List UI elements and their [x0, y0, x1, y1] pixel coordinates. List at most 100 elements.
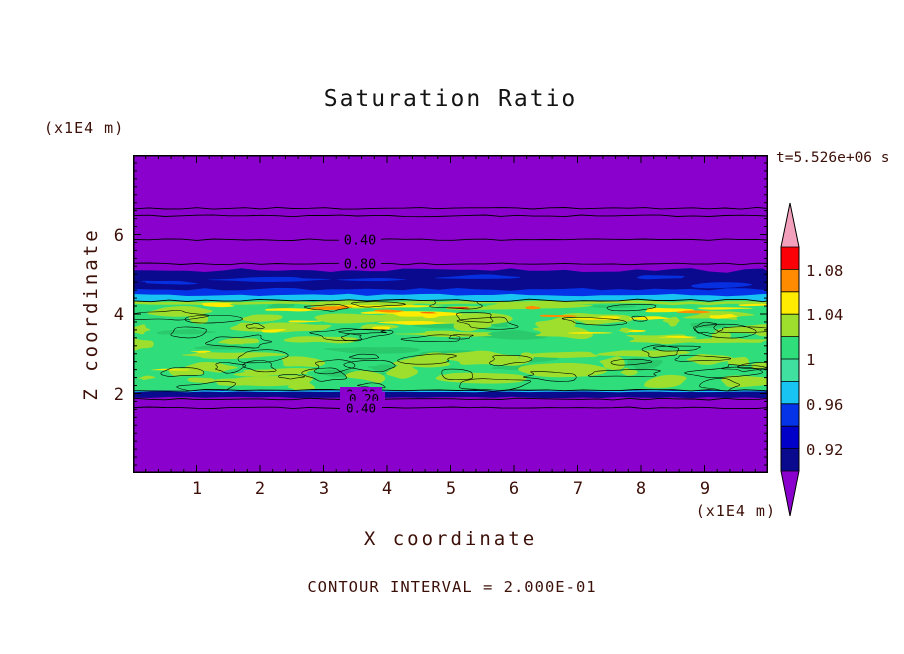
- contour-squiggle: [652, 345, 701, 352]
- colorbar-over-arrow: [781, 203, 799, 247]
- contour-squiggle: [205, 334, 273, 349]
- mottle-blob: [233, 367, 317, 377]
- yellow-streak: [657, 335, 698, 338]
- colorbar-segment: [781, 336, 799, 360]
- contour-squiggle: [441, 368, 473, 380]
- mottle-blob: [187, 377, 215, 383]
- yellow-streak: [697, 307, 754, 310]
- contour-squiggle: [523, 371, 577, 382]
- plot-frame: [133, 155, 768, 473]
- colorbar-segment: [781, 448, 799, 472]
- yellow-streak: [264, 308, 332, 312]
- x-tick-label: 5: [445, 479, 457, 499]
- contour-squiggle: [736, 362, 768, 369]
- green-bottom-contour: [133, 388, 768, 392]
- contour-line: [133, 214, 768, 218]
- contour-squiggle: [351, 301, 406, 308]
- contour-squiggle: [237, 349, 289, 364]
- mottle-blob: [267, 303, 296, 309]
- contour-line: [133, 238, 768, 241]
- mottle-blob: [181, 352, 287, 360]
- z-tick-label: 4: [113, 305, 124, 325]
- mottle-blob: [626, 357, 663, 372]
- yellow-streak: [599, 316, 621, 319]
- yellow-streak: [422, 313, 445, 319]
- contour-squiggle: [215, 362, 247, 374]
- contour-squiggle: [133, 310, 209, 321]
- z-tick-label: 2: [113, 385, 124, 405]
- contour-squiggle: [717, 326, 768, 333]
- yellow-streak: [628, 329, 646, 333]
- orange-streak: [525, 305, 541, 310]
- contour-squiggle: [721, 364, 768, 372]
- contour-label-mask: [339, 256, 381, 271]
- x-tick-label: 8: [635, 479, 647, 499]
- contour-squiggle: [429, 299, 483, 310]
- x-axis-unit-label: (x1E4 m): [695, 502, 776, 520]
- contour-squiggle: [631, 315, 648, 322]
- orange-streak: [676, 310, 711, 314]
- orange-streak: [374, 309, 404, 313]
- mottle-blob: [486, 301, 594, 309]
- colorbar-label: 1.08: [806, 262, 844, 280]
- contour-squiggle: [343, 359, 396, 372]
- contour-squiggle: [448, 334, 474, 340]
- contour-squiggle: [357, 382, 386, 389]
- colorbar-label: 1.04: [806, 306, 844, 324]
- x-tick-label: 7: [572, 479, 584, 499]
- contour-squiggle: [400, 334, 461, 342]
- contour-interval-label: CONTOUR INTERVAL = 2.000E-01: [307, 578, 597, 596]
- mottle-blob: [644, 374, 687, 388]
- x-tick-label: 1: [191, 479, 203, 499]
- contour-squiggle: [313, 359, 356, 375]
- colorbar-segment: [781, 269, 799, 293]
- colorbar-segment: [781, 291, 799, 315]
- mottle-blob: [684, 338, 768, 344]
- yellow-streak: [629, 316, 669, 320]
- mottle-blob: [522, 351, 598, 358]
- orange-streak: [539, 314, 577, 318]
- time-label: t=5.526e+06 s: [776, 150, 890, 166]
- contour-squiggle: [684, 366, 763, 378]
- green-top-contour: [133, 298, 768, 303]
- mottle-blob: [193, 344, 263, 350]
- fringe-line: [133, 300, 768, 306]
- contour-line: [133, 206, 768, 210]
- mottle-blob: [662, 316, 680, 327]
- mottle-blob: [596, 350, 690, 357]
- mottle-blob: [435, 372, 527, 384]
- colorbar-label: 0.96: [806, 396, 844, 414]
- contour-squiggle: [242, 360, 277, 373]
- contour-plot-canvas: 0.400.800.800.200.40: [133, 155, 768, 473]
- contour-squiggle: [641, 344, 680, 358]
- contour-squiggle: [184, 314, 243, 324]
- navy-band-streak: [140, 280, 198, 285]
- z-tick-label: 6: [113, 226, 124, 246]
- yellow-streak: [567, 331, 613, 334]
- x-tick-label: 6: [508, 479, 520, 499]
- contour-squiggle: [489, 354, 533, 367]
- navy-band-streak: [207, 276, 331, 282]
- colorbar-outline: [780, 202, 800, 517]
- mottle-blob: [748, 326, 768, 337]
- yellow-streak: [372, 326, 391, 330]
- contour-squiggle: [561, 317, 628, 326]
- contour-squiggle: [349, 353, 380, 360]
- x-tick-label: 2: [254, 479, 266, 499]
- contour-squiggle: [170, 326, 207, 339]
- yellow-streak: [709, 314, 738, 319]
- yellow-streak: [201, 302, 235, 308]
- colorbar-segment: [781, 381, 799, 405]
- contour-label-mask: [340, 400, 382, 415]
- contour-squiggle: [176, 381, 237, 392]
- chart-title: Saturation Ratio: [323, 86, 578, 112]
- contour-squiggle: [587, 369, 661, 377]
- mottle-blob: [589, 305, 636, 308]
- yellow-streak: [738, 303, 768, 307]
- mottle-blob: [394, 330, 493, 337]
- mottle-blob: [430, 350, 526, 366]
- colorbar-segment: [781, 314, 799, 337]
- contour-squiggle: [456, 316, 519, 330]
- contour-squiggle: [338, 328, 387, 335]
- contour-label: 0.80: [344, 257, 377, 273]
